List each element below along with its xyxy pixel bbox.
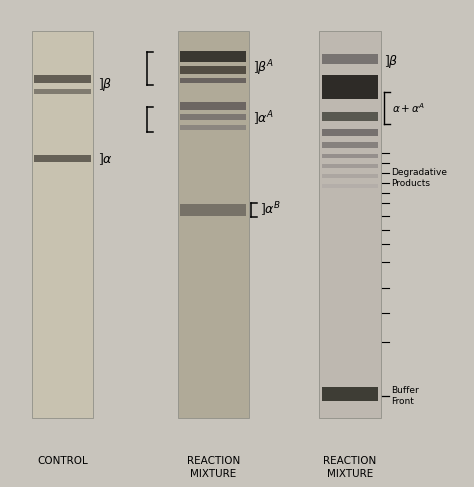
Text: REACTION
MIXTURE: REACTION MIXTURE bbox=[187, 456, 240, 479]
Bar bbox=[322, 184, 378, 188]
Text: Degradative
Products: Degradative Products bbox=[392, 168, 447, 188]
Text: ]$\alpha^{A}$: ]$\alpha^{A}$ bbox=[253, 110, 274, 129]
Bar bbox=[322, 130, 378, 136]
Bar bbox=[319, 31, 381, 418]
Text: ]$\beta$: ]$\beta$ bbox=[98, 76, 112, 93]
Bar bbox=[181, 125, 246, 130]
Bar bbox=[35, 75, 91, 83]
Text: ]$\beta^{A}$: ]$\beta^{A}$ bbox=[253, 58, 274, 78]
Bar bbox=[181, 205, 246, 216]
Bar bbox=[322, 174, 378, 178]
Bar bbox=[322, 75, 378, 99]
Bar bbox=[35, 155, 91, 162]
Bar bbox=[181, 114, 246, 120]
Bar bbox=[35, 89, 91, 94]
Text: CONTROL: CONTROL bbox=[37, 456, 88, 466]
Bar bbox=[32, 31, 93, 418]
Bar bbox=[322, 387, 378, 400]
Text: $\alpha+\alpha^{A}$: $\alpha+\alpha^{A}$ bbox=[392, 101, 425, 115]
Bar bbox=[181, 51, 246, 62]
Bar bbox=[178, 31, 249, 418]
Bar bbox=[322, 164, 378, 168]
Bar bbox=[181, 66, 246, 74]
Text: REACTION
MIXTURE: REACTION MIXTURE bbox=[323, 456, 377, 479]
Bar bbox=[322, 55, 378, 64]
Bar bbox=[322, 142, 378, 148]
Text: Buffer
Front: Buffer Front bbox=[392, 386, 419, 406]
Bar bbox=[181, 77, 246, 83]
Bar bbox=[322, 154, 378, 158]
Text: ]$\beta$: ]$\beta$ bbox=[384, 53, 399, 70]
Text: ]$\alpha^{B}$: ]$\alpha^{B}$ bbox=[260, 201, 281, 220]
Bar bbox=[322, 112, 378, 121]
Text: ]$\alpha$: ]$\alpha$ bbox=[98, 151, 113, 167]
Bar bbox=[181, 102, 246, 110]
